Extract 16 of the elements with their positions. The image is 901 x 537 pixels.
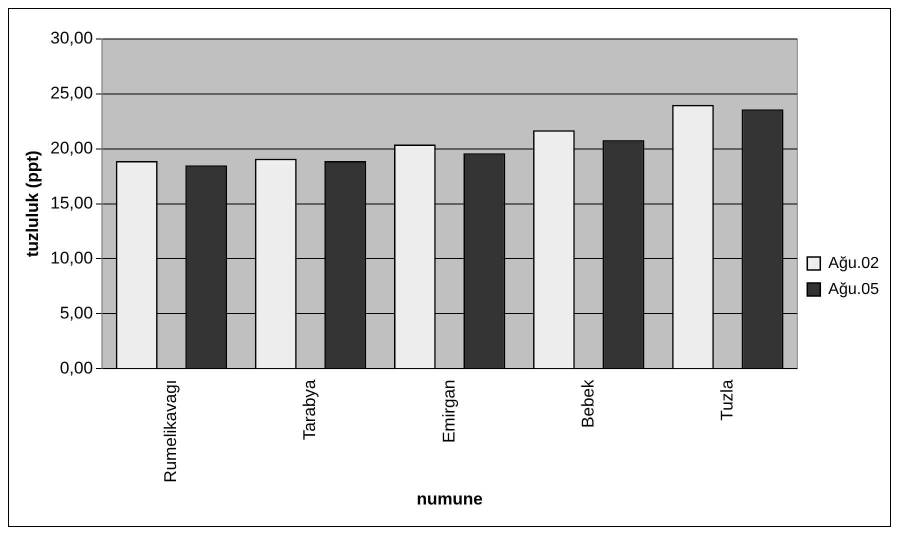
x-tick-label: Rumelikavagı [161,380,180,483]
y-tick-label: 25,00 [50,84,93,103]
x-axis-title: numune [416,489,483,508]
y-tick-label: 5,00 [60,303,93,322]
y-tick-label: 20,00 [50,138,93,158]
y-tick-label: 30,00 [50,28,93,48]
y-axis-title: tuzluluk (ppt) [22,150,42,258]
x-tick-label: Bebek [578,379,598,428]
legend-label: Ağu.02 [828,254,880,272]
x-tick-label: Tarabya [300,379,320,440]
y-tick-label: 10,00 [50,248,93,268]
y-tick-label: 15,00 [50,193,93,212]
y-tick-label: 0,00 [60,358,93,378]
x-tick-label: Emirgan [439,380,458,443]
legend-label: Ağu.05 [828,280,880,298]
x-tick-label: Tuzla [717,379,736,421]
